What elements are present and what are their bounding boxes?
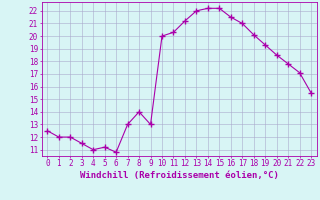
X-axis label: Windchill (Refroidissement éolien,°C): Windchill (Refroidissement éolien,°C) bbox=[80, 171, 279, 180]
